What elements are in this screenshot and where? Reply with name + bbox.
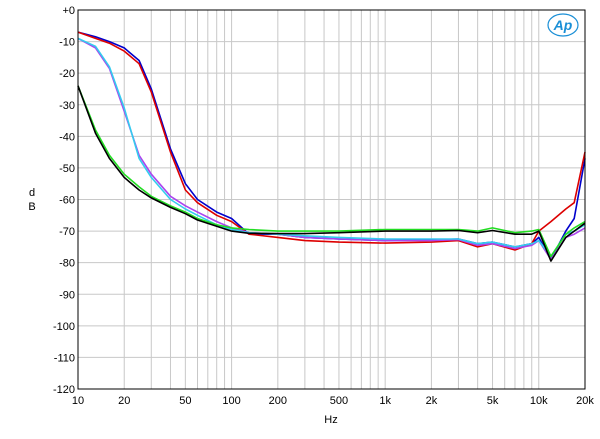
- y-tick-label: -100: [53, 321, 75, 333]
- y-tick-label: -10: [59, 37, 75, 49]
- y-tick-labels: +0 -10 -20 -30 -40 -50 -60 -70 -80 -90 -100 -110 -12…: [53, 5, 75, 396]
- x-tick-label: 1k: [379, 395, 391, 407]
- series-line-5: [77, 85, 586, 258]
- x-tick-label: 20k: [576, 395, 594, 407]
- y-tick-label: -40: [59, 131, 75, 143]
- y-tick-label: -70: [59, 226, 75, 238]
- x-tick-label: 500: [330, 395, 348, 407]
- y-tick-label: -90: [59, 289, 75, 301]
- series-line-6: [77, 85, 586, 262]
- series-lines: [77, 31, 586, 262]
- x-tick-label: 50: [179, 395, 191, 407]
- x-axis-label: Hz: [324, 414, 337, 426]
- y-tick-label: -80: [59, 258, 75, 270]
- y-tick-label: -110: [54, 352, 75, 364]
- x-tick-label: 2k: [426, 395, 438, 407]
- y-axis-label-d: d: [29, 187, 35, 199]
- x-tick-label: 5k: [487, 395, 499, 407]
- y-tick-label: -50: [59, 163, 75, 175]
- x-tick-labels: 10 20 50 100 200 500 1k 2k 5k 10k 20k: [72, 395, 594, 407]
- x-tick-label: 100: [222, 395, 240, 407]
- y-tick-label: -120: [53, 384, 75, 396]
- plot-frame: [77, 9, 586, 390]
- y-tick-label: -60: [59, 195, 75, 207]
- x-tick-label: 20: [118, 395, 130, 407]
- series-line-4: [77, 37, 586, 258]
- x-tick-label: 10: [72, 395, 84, 407]
- y-tick-label: -30: [59, 100, 75, 112]
- series-line-2: [77, 31, 586, 251]
- ap-logo-text: Ap: [553, 17, 573, 33]
- y-axis-label-b: B: [28, 201, 35, 213]
- x-tick-label: 200: [269, 395, 287, 407]
- x-tick-label: 10k: [530, 395, 548, 407]
- ap-logo: Ap: [547, 13, 579, 37]
- y-tick-label: -20: [59, 68, 75, 80]
- y-tick-label: +0: [62, 5, 75, 17]
